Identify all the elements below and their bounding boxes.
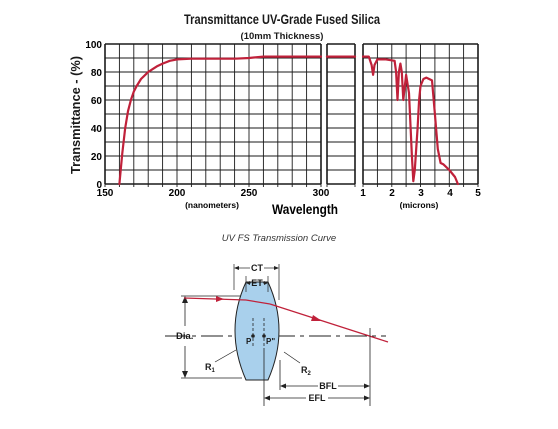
dia-label: Dia. <box>176 331 193 342</box>
r1-label: R1 <box>205 362 216 374</box>
label-p-double-prime: P" <box>266 337 275 346</box>
biconvex-lens <box>234 281 280 381</box>
ct-label: CT <box>251 263 263 273</box>
y-tick-label: 60 <box>91 96 103 107</box>
x-tick-label: 3 <box>418 188 424 199</box>
refracted-ray <box>269 303 389 343</box>
bfl-arrow-right <box>364 383 370 389</box>
efl-arrow-right <box>364 395 370 401</box>
dia-arrow-bottom <box>182 371 188 378</box>
chart-panel-mid <box>325 43 357 187</box>
x-axis-label: Wavelength <box>272 202 338 217</box>
x-unit-label-nanometers: (nanometers) <box>185 200 239 210</box>
incident-ray <box>183 297 247 301</box>
y-tick-label: 100 <box>85 40 102 51</box>
lens-diagram: Dia. P P" CT ET R1 R2 <box>165 263 389 406</box>
x-tick-label: 250 <box>241 188 258 199</box>
et-arrow-right <box>264 281 268 285</box>
x-tick-label: 2 <box>389 188 395 199</box>
ct-arrow-right <box>274 266 279 270</box>
y-tick-label: 80 <box>91 68 103 79</box>
chart-panel-microns <box>361 43 479 187</box>
chart-panel-nanometers <box>104 43 323 187</box>
principal-point-p2 <box>262 334 266 338</box>
y-axis-label: Transmittance - (%) <box>69 56 83 174</box>
r1-leader <box>214 349 237 363</box>
series-line-microns <box>361 55 459 186</box>
incident-ray-arrow <box>216 296 224 302</box>
lens-ray <box>245 299 271 305</box>
x-unit-label-microns: (microns) <box>400 200 439 210</box>
x-tick-label: 5 <box>475 188 481 199</box>
r2-leader <box>283 351 301 364</box>
r2-label: R2 <box>301 365 312 377</box>
x-tick-label: 4 <box>447 188 453 199</box>
efl-label: EFL <box>309 393 327 403</box>
dia-arrow-top <box>182 296 188 303</box>
ct-arrow-left <box>234 266 239 270</box>
bfl-arrow-left <box>280 383 286 389</box>
x-tick-label: 150 <box>97 188 114 199</box>
bfl-label: BFL <box>319 381 337 391</box>
y-tick-label: 20 <box>91 152 103 163</box>
efl-arrow-left <box>264 395 270 401</box>
figure-caption: UV FS Transmission Curve <box>222 233 336 244</box>
y-tick-label: 0 <box>96 180 102 191</box>
x-tick-label: 300 <box>313 188 330 199</box>
x-tick-label: 200 <box>169 188 186 199</box>
et-label: ET <box>251 278 263 288</box>
series-line-nanometers <box>118 55 323 186</box>
et-arrow-left <box>246 281 250 285</box>
x-tick-label: 1 <box>360 188 366 199</box>
y-tick-label: 40 <box>91 124 103 135</box>
principal-point-p <box>251 334 255 338</box>
refracted-ray-arrow <box>311 315 322 321</box>
chart-subtitle: (10mm Thickness) <box>241 31 324 42</box>
chart-title: Transmittance UV-Grade Fused Silica <box>184 11 380 27</box>
label-p: P <box>246 337 252 346</box>
y-tick-labels: 0 20 40 60 80 100 <box>85 40 102 191</box>
